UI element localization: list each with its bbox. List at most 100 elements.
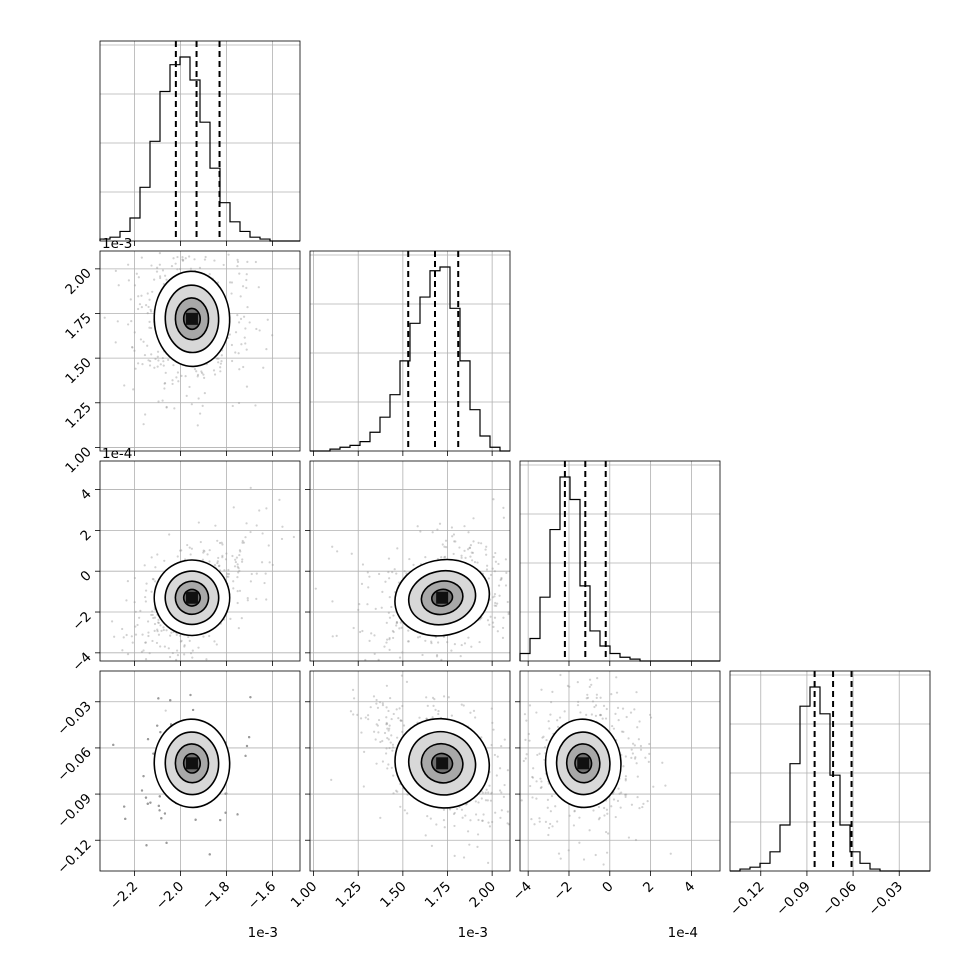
scatter-point: [550, 700, 553, 704]
scatter-point: [137, 362, 140, 365]
scatter-point: [242, 541, 246, 544]
scatter-point: [202, 373, 205, 376]
scatter-point: [249, 696, 252, 699]
scatter-point: [236, 813, 239, 816]
scatter-point: [386, 767, 389, 770]
scatter-point: [133, 601, 136, 604]
scatter-point: [388, 648, 391, 651]
scatter-point: [488, 825, 492, 828]
density-peak: [185, 591, 198, 604]
x-offset-label: 1e-4: [668, 925, 698, 941]
scatter-point: [370, 632, 373, 635]
scatter-point: [158, 252, 161, 255]
scatter-point: [151, 290, 154, 293]
scatter-point: [573, 809, 576, 812]
scatter-point: [194, 818, 197, 821]
scatter-point: [615, 691, 619, 694]
scatter-point: [158, 795, 161, 798]
scatter-point: [358, 603, 361, 606]
scatter-point: [492, 555, 495, 559]
scatter-point: [178, 267, 182, 271]
scatter-point: [160, 817, 163, 820]
scatter-point: [194, 818, 197, 821]
scatter-point: [586, 696, 590, 699]
scatter-point: [153, 629, 156, 632]
scatter-point: [373, 634, 376, 637]
scatter-point: [392, 746, 395, 749]
scatter-point: [421, 653, 424, 657]
scatter-point: [494, 811, 497, 814]
scatter-point: [385, 621, 388, 624]
scatter-point: [531, 775, 534, 779]
scatter-point: [280, 537, 284, 541]
scatter-point: [471, 551, 475, 554]
scatter-point: [470, 645, 473, 648]
scatter-point: [538, 752, 541, 755]
scatter-point: [139, 609, 142, 613]
scatter-point: [367, 586, 370, 589]
scatter-point: [452, 812, 456, 816]
scatter-point: [401, 730, 404, 733]
scatter-point: [238, 569, 241, 572]
scatter-point: [642, 802, 645, 805]
scatter-point: [231, 404, 234, 408]
scatter-point: [387, 709, 390, 713]
scatter-point: [123, 805, 126, 808]
scatter-point: [148, 326, 151, 329]
scatter-point: [335, 634, 338, 638]
scatter-point: [244, 327, 247, 330]
scatter-point: [245, 744, 249, 748]
scatter-point: [506, 810, 509, 813]
scatter-point: [131, 641, 134, 644]
scatter-point: [395, 789, 398, 792]
scatter-point: [189, 267, 193, 270]
scatter-point: [547, 720, 550, 723]
scatter-point: [236, 576, 239, 579]
scatter-point: [432, 704, 435, 707]
scatter-point: [604, 717, 608, 720]
scatter-point: [462, 856, 466, 859]
scatter-point: [577, 700, 580, 703]
scatter-point: [216, 561, 219, 565]
scatter-point: [246, 260, 249, 263]
scatter-point: [149, 801, 152, 804]
scatter-point: [268, 561, 271, 564]
scatter-point: [227, 253, 230, 256]
scatter-point: [112, 743, 115, 746]
scatter-point: [162, 360, 165, 363]
scatter-point: [204, 255, 207, 259]
scatter-point: [144, 796, 148, 799]
scatter-point: [234, 558, 237, 561]
scatter-point: [559, 857, 562, 860]
scatter-point: [490, 707, 493, 710]
scatter-point: [237, 627, 240, 630]
scatter-point: [137, 276, 140, 279]
scatter-point: [220, 354, 223, 357]
scatter-point: [393, 568, 396, 571]
scatter-point: [540, 688, 543, 691]
scatter-point: [224, 792, 227, 795]
scatter-point: [470, 551, 473, 554]
x-tick-label: −1.6: [245, 879, 279, 913]
scatter-point: [649, 716, 653, 719]
scatter-point: [387, 729, 390, 732]
scatter-point: [499, 816, 502, 819]
scatter-point: [176, 268, 179, 271]
scatter-point: [134, 610, 137, 613]
x-tick-label: −0.12: [727, 879, 768, 920]
scatter-point: [245, 278, 248, 282]
scatter-point: [490, 792, 493, 795]
scatter-point: [234, 351, 237, 354]
scatter-point: [226, 572, 229, 575]
scatter-point: [165, 841, 168, 844]
scatter-point: [478, 640, 481, 644]
histogram-panel-3: [729, 670, 931, 876]
scatter-point: [374, 738, 377, 741]
scatter-point: [242, 365, 245, 369]
scatter-point: [138, 303, 142, 306]
scatter-point: [336, 550, 339, 553]
scatter-point: [144, 641, 147, 644]
scatter-point: [460, 643, 463, 647]
scatter-point: [533, 823, 536, 826]
scatter-point: [225, 792, 228, 795]
